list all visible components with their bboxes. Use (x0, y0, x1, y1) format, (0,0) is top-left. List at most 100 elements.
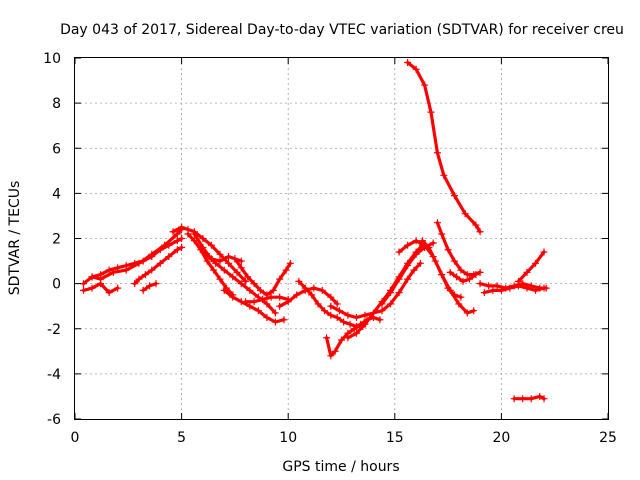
series-arc-12 (242, 293, 292, 306)
data-point (246, 286, 254, 294)
data-point (540, 284, 548, 292)
data-point (314, 300, 322, 308)
data-point (207, 255, 215, 263)
data-point (88, 284, 96, 292)
data-point (152, 280, 160, 288)
data-point (395, 248, 403, 256)
data-point (461, 210, 469, 218)
series-line (278, 286, 339, 308)
series-line (186, 232, 235, 297)
data-point (190, 237, 198, 245)
plot-frame (74, 57, 609, 420)
series-line (516, 250, 546, 283)
data-point (237, 280, 245, 288)
series-arc-26 (514, 248, 548, 285)
data-point (216, 257, 224, 265)
data-point (105, 266, 113, 274)
series-arc-20 (419, 237, 465, 301)
data-point (476, 268, 484, 276)
data-point (497, 286, 505, 294)
data-point (135, 275, 143, 283)
y-tick-label: 6 (52, 141, 61, 157)
data-point (519, 395, 527, 403)
data-point (333, 313, 341, 321)
data-point (419, 237, 427, 245)
series-arc-04 (131, 244, 186, 288)
data-point (229, 293, 237, 301)
data-point (427, 108, 435, 116)
data-point (540, 248, 548, 256)
data-point (225, 253, 233, 261)
data-point (276, 275, 284, 283)
x-tick-label: 0 (71, 430, 80, 446)
series-arc-02 (80, 280, 122, 297)
data-point (463, 309, 471, 317)
data-point (450, 192, 458, 200)
data-point (88, 273, 96, 281)
data-point (344, 311, 352, 319)
data-point (340, 318, 348, 326)
data-point (178, 244, 186, 252)
data-point (293, 291, 301, 299)
data-point (412, 237, 420, 245)
data-point (476, 228, 484, 236)
data-point (139, 286, 147, 294)
data-point (276, 302, 284, 310)
data-point (453, 273, 461, 281)
series-arc-03 (88, 235, 186, 281)
data-point (457, 266, 465, 274)
data-point (301, 284, 309, 292)
data-point (203, 257, 211, 265)
y-tick-label: 8 (52, 96, 61, 112)
data-point (173, 246, 181, 254)
data-point (450, 291, 458, 299)
data-point (269, 286, 277, 294)
data-point (523, 268, 531, 276)
data-point (327, 293, 335, 301)
series-arc-23 (446, 268, 480, 285)
data-point (244, 273, 252, 281)
data-point (327, 311, 335, 319)
data-point (267, 293, 275, 301)
data-point (493, 282, 501, 290)
data-point (323, 334, 331, 342)
data-point (485, 282, 493, 290)
x-axis-title: GPS time / hours (282, 459, 399, 475)
series-line (171, 225, 248, 283)
series-arc-13 (276, 284, 341, 310)
data-point (361, 320, 369, 328)
series-arc-27 (510, 392, 548, 403)
data-point (207, 241, 215, 249)
data-point (246, 302, 254, 310)
data-point (165, 241, 173, 249)
data-point (523, 284, 531, 292)
x-tick-label: 10 (279, 430, 297, 446)
series-line (192, 232, 277, 315)
data-point (169, 228, 177, 236)
series-line (329, 261, 422, 320)
data-point (431, 257, 439, 265)
data-point (387, 300, 395, 308)
data-point (231, 255, 239, 263)
data-point (438, 230, 446, 238)
data-point (331, 347, 339, 355)
data-point (510, 395, 518, 403)
series-arc-10 (220, 286, 288, 326)
series-arc-05 (139, 280, 160, 294)
data-point (433, 219, 441, 227)
data-point (378, 300, 386, 308)
data-point (242, 277, 250, 285)
data-series (80, 59, 550, 403)
x-tick-label: 20 (492, 430, 510, 446)
data-point (527, 395, 535, 403)
data-point (173, 237, 181, 245)
data-point (465, 275, 473, 283)
data-point (350, 325, 358, 333)
y-axis-title: SDTVAR / TECUs (7, 181, 23, 296)
data-point (276, 293, 284, 301)
series-line (233, 257, 292, 297)
data-point (338, 336, 345, 344)
data-point (80, 286, 88, 294)
data-point (335, 307, 343, 315)
data-point (514, 277, 522, 285)
